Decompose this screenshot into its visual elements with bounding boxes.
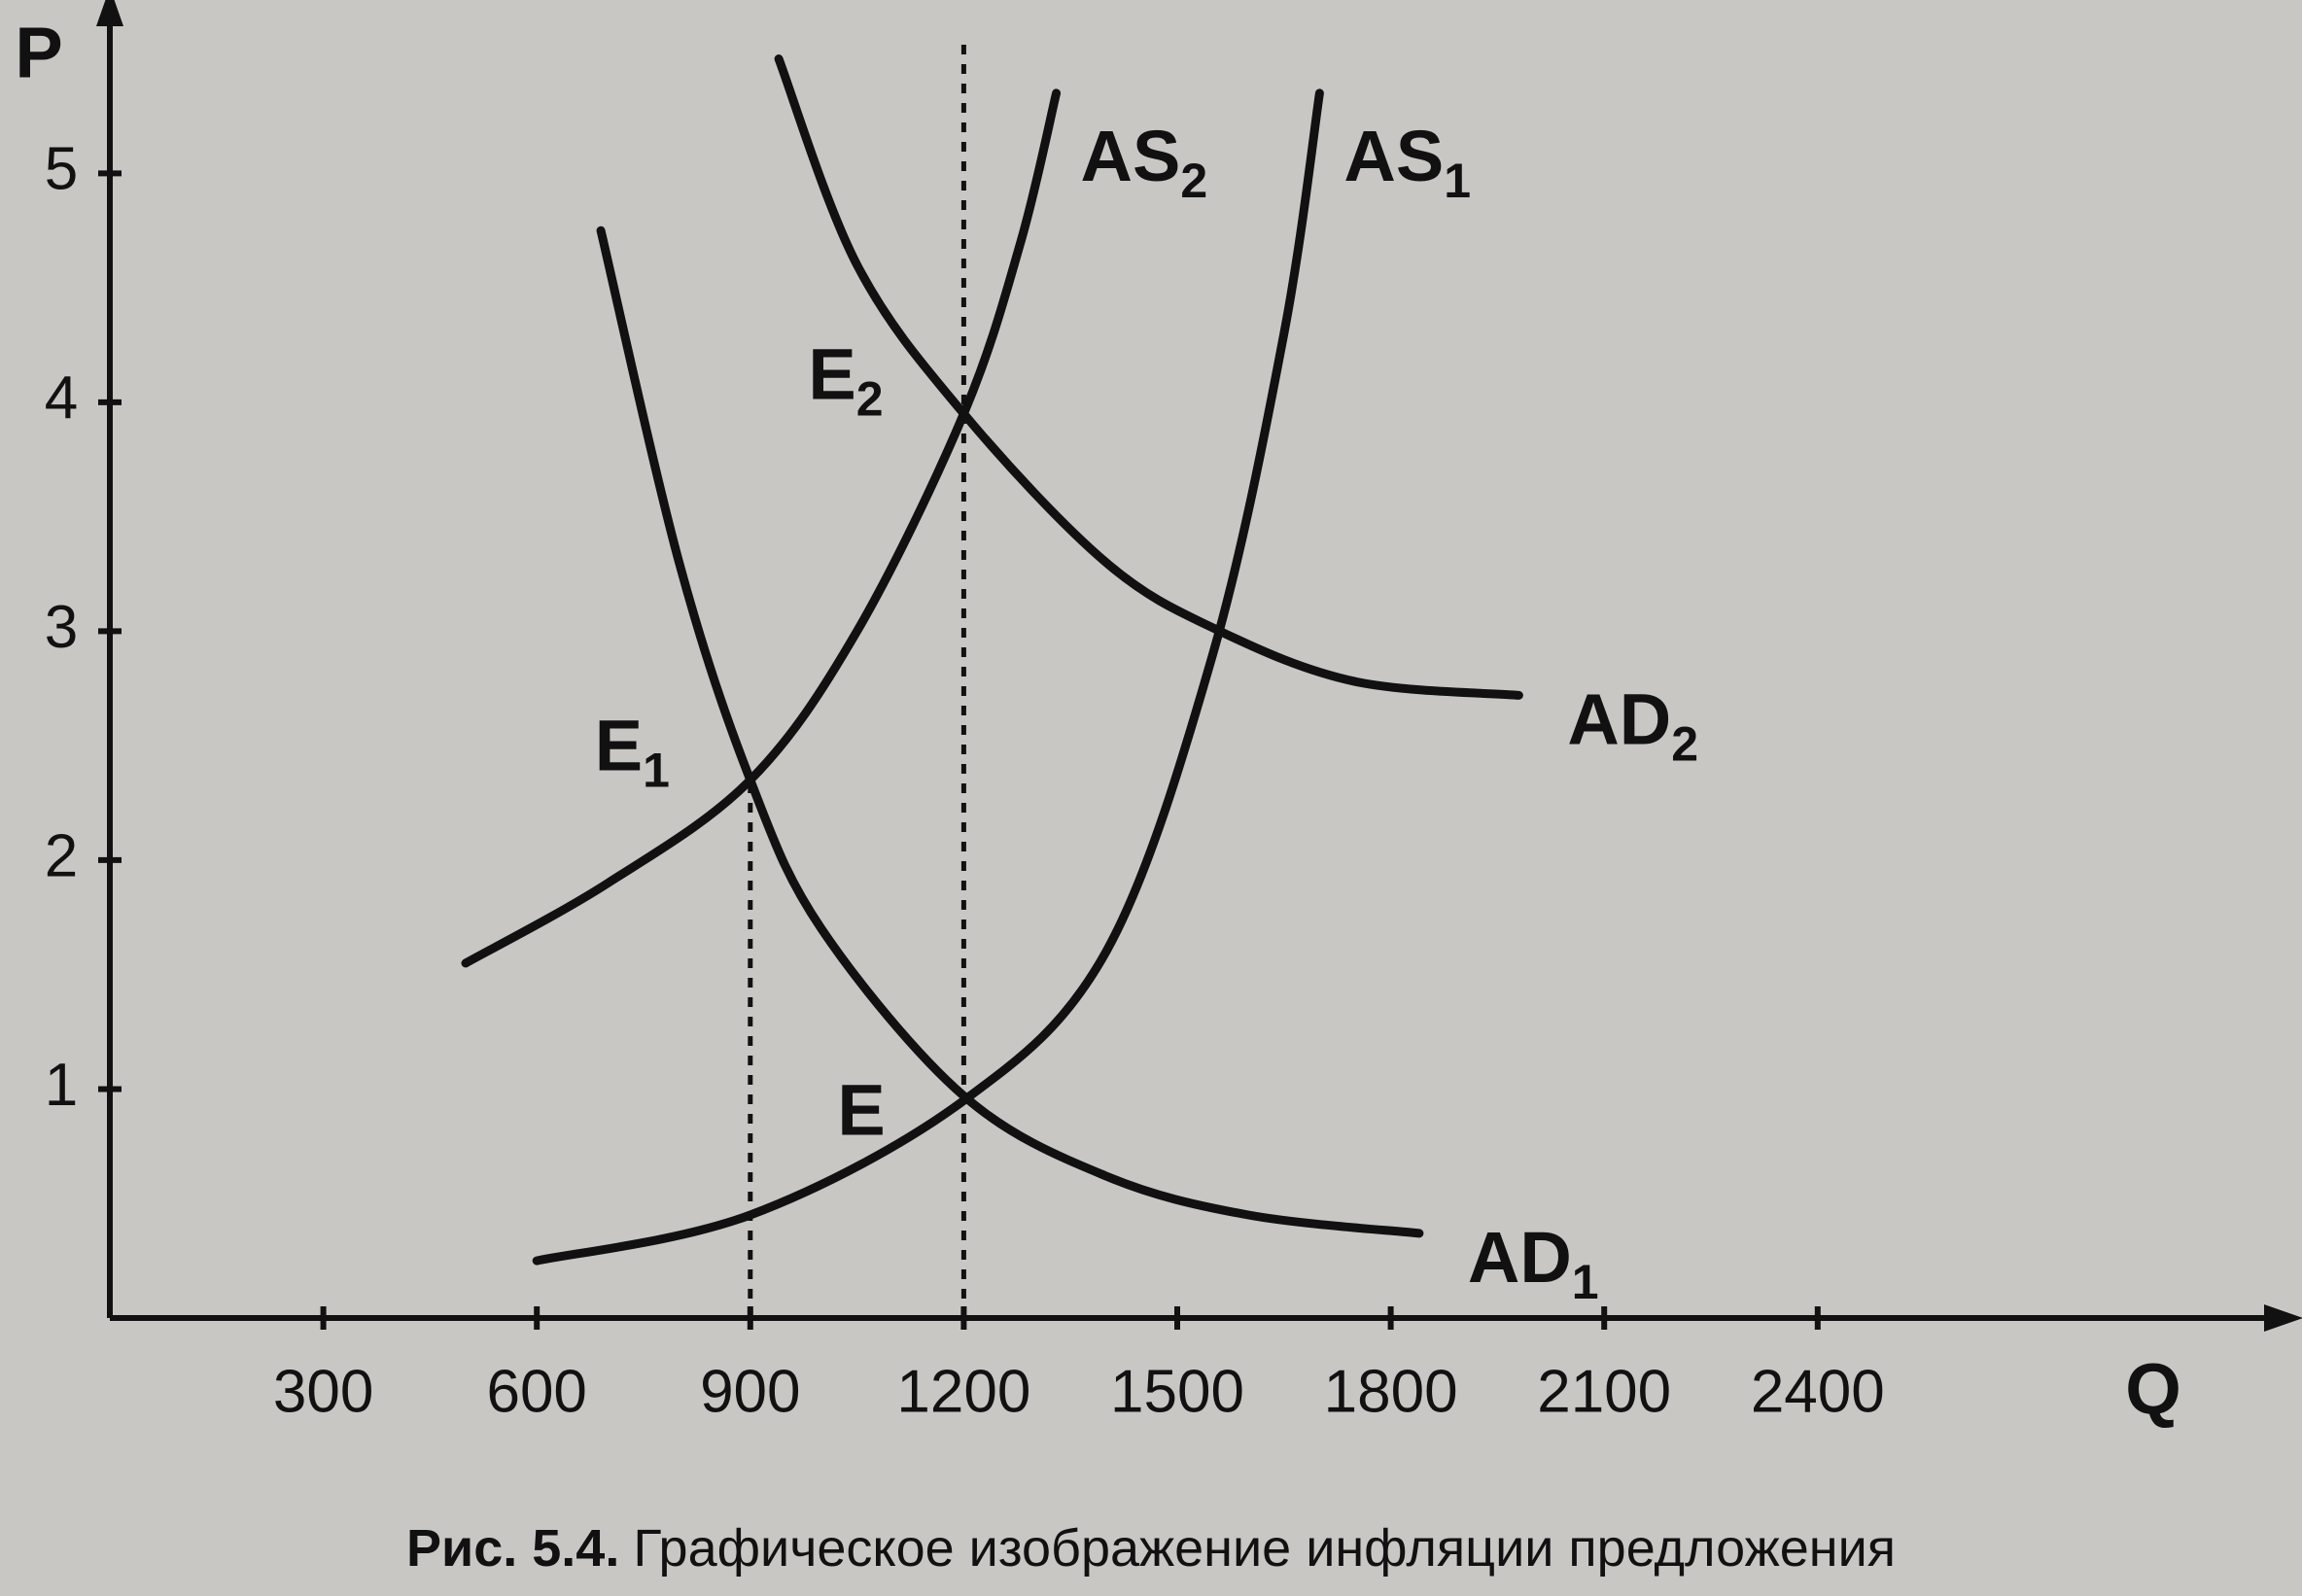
series-label-sub: 1: [1444, 154, 1471, 208]
point-label: E2: [808, 333, 883, 427]
x-tick-label: 2400: [1751, 1358, 1885, 1425]
series-label-sub: 2: [1180, 154, 1207, 208]
series-label: AD2: [1567, 678, 1698, 772]
curve: [532, 88, 1324, 1266]
point-label: E: [837, 1069, 885, 1150]
series-label: AS2: [1081, 115, 1208, 208]
x-tick-label: 300: [273, 1358, 373, 1425]
point-label-sub: 2: [856, 372, 884, 427]
series-label-main: AS: [1343, 115, 1444, 195]
series-label: AS1: [1343, 115, 1471, 208]
point-label-main: E: [808, 333, 855, 414]
y-axis-arrow: [96, 0, 123, 26]
x-tick-label: 600: [486, 1358, 586, 1425]
x-tick-label: 1500: [1110, 1358, 1244, 1425]
point-label-sub: 1: [643, 744, 670, 798]
x-axis-arrow: [2264, 1304, 2302, 1332]
point-label: E1: [595, 705, 670, 798]
point-label-main: E: [595, 705, 643, 785]
series-label-main: AS: [1081, 115, 1181, 195]
point: [746, 776, 754, 784]
curve: [774, 54, 1523, 700]
point: [959, 409, 968, 418]
curve: [461, 88, 1062, 968]
x-tick-label: 1800: [1324, 1358, 1458, 1425]
caption: Рис. 5.4. Графическое изображение инфляци…: [406, 1519, 1896, 1578]
y-tick-label: 3: [45, 594, 78, 661]
y-tick-label: 5: [45, 136, 78, 203]
caption-text: Графическое изображение инфляции предлож…: [633, 1519, 1896, 1578]
y-axis-label: P: [15, 13, 62, 93]
series-label-main: AD: [1567, 678, 1671, 759]
point-label-main: E: [837, 1069, 885, 1150]
series-label-main: AD: [1468, 1216, 1572, 1297]
y-tick-label: 2: [45, 822, 78, 889]
caption-number: Рис. 5.4.: [406, 1519, 619, 1578]
series-label-sub: 1: [1572, 1255, 1599, 1309]
x-tick-label: 900: [700, 1358, 800, 1425]
series-label: AD1: [1468, 1216, 1599, 1309]
series-label-sub: 2: [1671, 717, 1698, 772]
point: [959, 1092, 968, 1100]
curve: [596, 226, 1424, 1238]
x-tick-label: 2100: [1537, 1358, 1671, 1425]
x-tick-label: 1200: [896, 1358, 1030, 1425]
y-tick-label: 4: [45, 364, 78, 432]
x-axis-label: Q: [2125, 1349, 2181, 1430]
y-tick-label: 1: [45, 1052, 78, 1119]
